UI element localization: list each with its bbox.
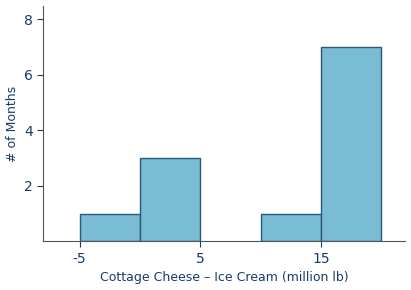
Bar <box>80 214 140 242</box>
Y-axis label: # of Months: # of Months <box>6 86 18 162</box>
Bar <box>321 47 381 242</box>
X-axis label: Cottage Cheese – Ice Cream (million lb): Cottage Cheese – Ice Cream (million lb) <box>100 271 349 284</box>
Bar <box>261 214 321 242</box>
Bar <box>140 158 200 242</box>
